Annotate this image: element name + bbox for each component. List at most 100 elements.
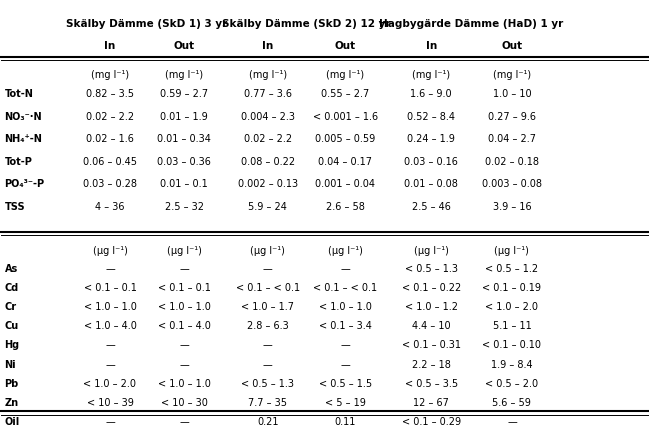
Text: 0.04 – 2.7: 0.04 – 2.7 bbox=[488, 134, 536, 144]
Text: < 1.0 – 2.0: < 1.0 – 2.0 bbox=[485, 302, 539, 312]
Text: 3.9 – 16: 3.9 – 16 bbox=[493, 202, 532, 212]
Text: 0.06 – 0.45: 0.06 – 0.45 bbox=[83, 157, 137, 167]
Text: < 1.0 – 2.0: < 1.0 – 2.0 bbox=[84, 379, 136, 389]
Text: —: — bbox=[340, 360, 350, 370]
Text: —: — bbox=[263, 264, 273, 273]
Text: (mg l⁻¹): (mg l⁻¹) bbox=[91, 70, 129, 80]
Text: NH₄⁺-N: NH₄⁺-N bbox=[5, 134, 42, 144]
Text: In: In bbox=[426, 41, 437, 51]
Text: < 1.0 – 1.7: < 1.0 – 1.7 bbox=[241, 302, 294, 312]
Text: < 0.1 – 0.29: < 0.1 – 0.29 bbox=[402, 417, 461, 427]
Text: < 1.0 – 1.0: < 1.0 – 1.0 bbox=[158, 302, 211, 312]
Text: < 0.1 – 0.1: < 0.1 – 0.1 bbox=[84, 283, 136, 293]
Text: Pb: Pb bbox=[5, 379, 19, 389]
Text: 4.4 – 10: 4.4 – 10 bbox=[412, 321, 450, 331]
Text: —: — bbox=[340, 341, 350, 351]
Text: < 0.1 – < 0.1: < 0.1 – < 0.1 bbox=[236, 283, 300, 293]
Text: —: — bbox=[179, 341, 189, 351]
Text: 0.04 – 0.17: 0.04 – 0.17 bbox=[318, 157, 372, 167]
Text: 0.02 – 1.6: 0.02 – 1.6 bbox=[86, 134, 134, 144]
Text: 5.1 – 11: 5.1 – 11 bbox=[493, 321, 532, 331]
Text: 0.02 – 0.18: 0.02 – 0.18 bbox=[485, 157, 539, 167]
Text: (μg l⁻¹): (μg l⁻¹) bbox=[495, 246, 530, 256]
Text: 0.001 – 0.04: 0.001 – 0.04 bbox=[315, 179, 375, 189]
Text: (mg l⁻¹): (mg l⁻¹) bbox=[326, 70, 364, 80]
Text: 2.8 – 6.3: 2.8 – 6.3 bbox=[247, 321, 289, 331]
Text: (mg l⁻¹): (mg l⁻¹) bbox=[249, 70, 287, 80]
Text: Out: Out bbox=[335, 41, 356, 51]
Text: Out: Out bbox=[174, 41, 195, 51]
Text: —: — bbox=[105, 360, 115, 370]
Text: TSS: TSS bbox=[5, 202, 25, 212]
Text: 0.55 – 2.7: 0.55 – 2.7 bbox=[321, 89, 369, 99]
Text: Zn: Zn bbox=[5, 398, 19, 408]
Text: Oil: Oil bbox=[5, 417, 20, 427]
Text: 0.01 – 0.1: 0.01 – 0.1 bbox=[160, 179, 208, 189]
Text: 2.5 – 32: 2.5 – 32 bbox=[165, 202, 204, 212]
Text: < 0.1 – 0.22: < 0.1 – 0.22 bbox=[402, 283, 461, 293]
Text: Tot-P: Tot-P bbox=[5, 157, 32, 167]
Text: 7.7 – 35: 7.7 – 35 bbox=[248, 398, 287, 408]
Text: 0.01 – 0.34: 0.01 – 0.34 bbox=[157, 134, 211, 144]
Text: < 1.0 – 1.0: < 1.0 – 1.0 bbox=[84, 302, 136, 312]
Text: 0.59 – 2.7: 0.59 – 2.7 bbox=[160, 89, 208, 99]
Text: NO₃⁻·N: NO₃⁻·N bbox=[5, 112, 42, 122]
Text: < 0.1 – 0.31: < 0.1 – 0.31 bbox=[402, 341, 461, 351]
Text: 0.52 – 8.4: 0.52 – 8.4 bbox=[407, 112, 455, 122]
Text: < 1.0 – 1.2: < 1.0 – 1.2 bbox=[404, 302, 458, 312]
Text: In: In bbox=[262, 41, 273, 51]
Text: (μg l⁻¹): (μg l⁻¹) bbox=[167, 246, 202, 256]
Text: 0.03 – 0.16: 0.03 – 0.16 bbox=[404, 157, 458, 167]
Text: < 5 – 19: < 5 – 19 bbox=[324, 398, 365, 408]
Text: (mg l⁻¹): (mg l⁻¹) bbox=[493, 70, 531, 80]
Text: 0.003 – 0.08: 0.003 – 0.08 bbox=[482, 179, 542, 189]
Text: PO₄³⁻-P: PO₄³⁻-P bbox=[5, 179, 45, 189]
Text: 1.6 – 9.0: 1.6 – 9.0 bbox=[410, 89, 452, 99]
Text: < 10 – 30: < 10 – 30 bbox=[161, 398, 208, 408]
Text: —: — bbox=[105, 341, 115, 351]
Text: < 0.1 – 3.4: < 0.1 – 3.4 bbox=[319, 321, 372, 331]
Text: 0.02 – 2.2: 0.02 – 2.2 bbox=[86, 112, 134, 122]
Text: 0.27 – 9.6: 0.27 – 9.6 bbox=[488, 112, 536, 122]
Text: 12 – 67: 12 – 67 bbox=[413, 398, 449, 408]
Text: As: As bbox=[5, 264, 18, 273]
Text: 1.0 – 10: 1.0 – 10 bbox=[493, 89, 532, 99]
Text: < 0.5 – 1.3: < 0.5 – 1.3 bbox=[404, 264, 458, 273]
Text: (mg l⁻¹): (mg l⁻¹) bbox=[165, 70, 203, 80]
Text: < 0.5 – 3.5: < 0.5 – 3.5 bbox=[404, 379, 458, 389]
Text: < 0.5 – 1.5: < 0.5 – 1.5 bbox=[319, 379, 372, 389]
Text: Cu: Cu bbox=[5, 321, 19, 331]
Text: Out: Out bbox=[501, 41, 522, 51]
Text: 2.6 – 58: 2.6 – 58 bbox=[326, 202, 365, 212]
Text: Hagbygärde Dämme (HaD) 1 yr: Hagbygärde Dämme (HaD) 1 yr bbox=[380, 19, 563, 30]
Text: —: — bbox=[105, 264, 115, 273]
Text: < 0.1 – 0.1: < 0.1 – 0.1 bbox=[158, 283, 211, 293]
Text: < 0.1 – < 0.1: < 0.1 – < 0.1 bbox=[313, 283, 377, 293]
Text: < 0.1 – 4.0: < 0.1 – 4.0 bbox=[158, 321, 211, 331]
Text: —: — bbox=[179, 417, 189, 427]
Text: 0.01 – 0.08: 0.01 – 0.08 bbox=[404, 179, 458, 189]
Text: 0.21: 0.21 bbox=[257, 417, 278, 427]
Text: 0.01 – 1.9: 0.01 – 1.9 bbox=[160, 112, 208, 122]
Text: Hg: Hg bbox=[5, 341, 19, 351]
Text: 0.004 – 2.3: 0.004 – 2.3 bbox=[241, 112, 295, 122]
Text: (μg l⁻¹): (μg l⁻¹) bbox=[251, 246, 285, 256]
Text: < 0.5 – 1.3: < 0.5 – 1.3 bbox=[241, 379, 294, 389]
Text: 0.11: 0.11 bbox=[334, 417, 356, 427]
Text: —: — bbox=[263, 341, 273, 351]
Text: 1.9 – 8.4: 1.9 – 8.4 bbox=[491, 360, 533, 370]
Text: —: — bbox=[263, 360, 273, 370]
Text: Ni: Ni bbox=[5, 360, 16, 370]
Text: Skälby Dämme (SkD 2) 12 yr: Skälby Dämme (SkD 2) 12 yr bbox=[222, 19, 391, 30]
Text: 2.2 – 18: 2.2 – 18 bbox=[411, 360, 450, 370]
Text: 0.03 – 0.28: 0.03 – 0.28 bbox=[83, 179, 137, 189]
Text: < 0.1 – 0.19: < 0.1 – 0.19 bbox=[482, 283, 541, 293]
Text: 0.03 – 0.36: 0.03 – 0.36 bbox=[157, 157, 211, 167]
Text: 0.24 – 1.9: 0.24 – 1.9 bbox=[407, 134, 455, 144]
Text: 2.5 – 46: 2.5 – 46 bbox=[411, 202, 450, 212]
Text: < 10 – 39: < 10 – 39 bbox=[86, 398, 134, 408]
Text: 0.82 – 3.5: 0.82 – 3.5 bbox=[86, 89, 134, 99]
Text: Tot-N: Tot-N bbox=[5, 89, 34, 99]
Text: 0.02 – 2.2: 0.02 – 2.2 bbox=[243, 134, 291, 144]
Text: < 0.5 – 2.0: < 0.5 – 2.0 bbox=[485, 379, 539, 389]
